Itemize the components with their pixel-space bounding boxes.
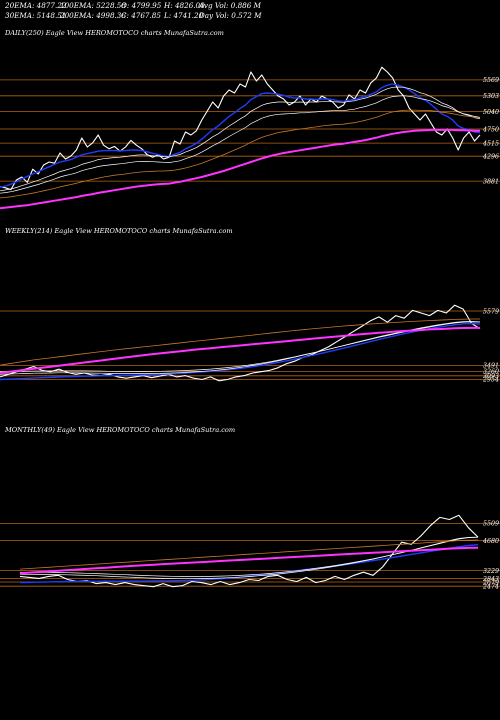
- monthly-tick-label-5: 2679: [482, 579, 499, 586]
- daily-series-ema-fast: [0, 83, 481, 188]
- header-avg-vol: Avg Vol: 0.886 M: [199, 1, 261, 10]
- monthly-series-ma-white-2: [19, 536, 479, 577]
- header-row-2: 30EMA: 5148.51 200EMA: 4998.36 C: 4767.8…: [0, 10, 500, 21]
- daily-chart-title: DAILY(250) Eagle View HEROMOTOCO charts …: [4, 29, 224, 37]
- header-row-1: 20EMA: 4877.22 100EMA: 5228.58 O: 4799.9…: [0, 0, 500, 11]
- weekly-series-ema-fast: [0, 322, 481, 381]
- weekly-tick-label-4: 3093: [483, 373, 499, 380]
- weekly-series-ma-white-2: [0, 321, 481, 373]
- daily-tick-label-7: 3881: [483, 178, 499, 185]
- header-ema100: 100EMA: 5228.58: [60, 1, 126, 10]
- daily-series-ma-brown: [0, 109, 481, 199]
- daily-tick-label-3: 5040: [483, 109, 499, 116]
- monthly-tick-label-1: 5509: [483, 521, 499, 528]
- daily-tick-label-4: 4750: [482, 126, 499, 133]
- weekly-series-price: [0, 304, 481, 382]
- weekly-tick-label-3: 3260: [483, 369, 499, 376]
- monthly-chart-title: MONTHLY(49) Eagle View HEROMOTOCO charts…: [4, 426, 235, 434]
- weekly-series-ma-brown: [0, 318, 480, 366]
- header-day-vol: Day Vol: 0.572 M: [199, 11, 262, 20]
- header-close: C: 4767.85: [121, 11, 161, 20]
- header-open: O: 4799.95: [121, 1, 162, 10]
- monthly-tick-label-2: 4680: [482, 538, 499, 545]
- daily-series-ma-white-1: [0, 86, 481, 192]
- monthly-tick-label-3: 3229: [483, 568, 499, 575]
- monthly-series-ema-slow: [19, 546, 479, 575]
- weekly-chart-title: WEEKLY(214) Eagle View HEROMOTOCO charts…: [5, 227, 233, 235]
- header-ema20: 20EMA: 4877.22: [5, 1, 67, 10]
- daily-series-ema-slow: [0, 128, 481, 210]
- weekly-tick-label-5: 2954: [482, 377, 499, 384]
- header-ema30: 30EMA: 5148.51: [5, 11, 67, 20]
- daily-series-ma-white-2: [0, 95, 481, 194]
- weekly-series-ema-slow: [0, 326, 480, 374]
- monthly-series-ma-brown: [19, 539, 479, 570]
- header-low: L: 4741.20: [164, 11, 204, 20]
- header-ema200: 200EMA: 4998.36: [60, 11, 126, 20]
- daily-panel: 5569 5303 5040 4750 4515 4296 3881: [0, 66, 500, 210]
- monthly-tick-label-4: 2843: [482, 576, 499, 583]
- daily-tick-label-5: 4515: [482, 140, 499, 147]
- monthly-tick-label-6: 2474: [482, 584, 499, 591]
- weekly-tick-label-2: 3491: [483, 363, 499, 370]
- daily-tick-label-2: 5303: [483, 93, 499, 100]
- daily-tick-label-6: 4296: [482, 154, 499, 161]
- header-high: H: 4826.00: [164, 1, 205, 10]
- daily-tick-label-1: 5569: [483, 77, 499, 84]
- daily-series-price: [0, 66, 481, 191]
- weekly-tick-label-1: 5579: [483, 308, 499, 315]
- monthly-series-ema-fast: [19, 544, 479, 584]
- monthly-series-price: [19, 514, 479, 588]
